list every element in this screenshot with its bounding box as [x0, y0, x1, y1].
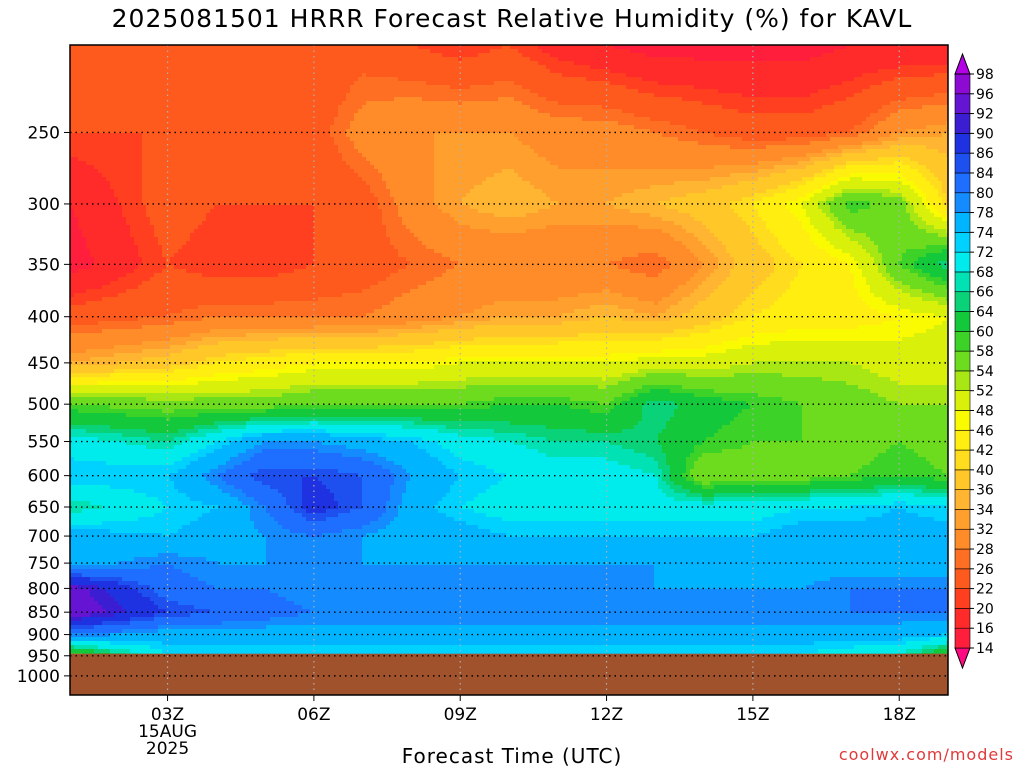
colorbar-swatch	[955, 133, 970, 153]
y-tick-label: 250	[28, 123, 60, 143]
colorbar-swatch	[955, 232, 970, 252]
colorbar-swatch	[955, 312, 970, 332]
y-axis: 250 300 350 400 450 500 550 600 650 700 750 800 850 9…	[17, 123, 70, 686]
y-tick-label: 700	[28, 527, 60, 547]
colorbar-swatch	[955, 153, 970, 173]
y-tick-label: 550	[28, 433, 60, 453]
colorbar-label: 86	[976, 146, 994, 162]
colorbar-swatch	[955, 410, 970, 430]
colorbar-label: 32	[976, 522, 994, 538]
colorbar-label: 72	[976, 245, 994, 261]
rh-contour-field	[70, 45, 951, 658]
y-tick-label: 950	[28, 647, 60, 667]
colorbar-swatch	[955, 272, 970, 292]
colorbar-label: 26	[976, 562, 994, 578]
colorbar-legend: 14 16 20 22 26 28 32 34 36 40 42 46 48 52 54 58 60 64 66 68…	[955, 54, 994, 668]
colorbar-label: 42	[976, 443, 994, 459]
x-tick-label: 18Z	[883, 705, 916, 725]
y-tick-label: 300	[28, 195, 60, 215]
y-tick-label: 900	[28, 626, 60, 646]
y-tick-label: 650	[28, 498, 60, 518]
colorbar-label: 20	[976, 601, 994, 617]
colorbar-label: 74	[976, 225, 994, 241]
colorbar-label: 84	[976, 166, 994, 182]
colorbar-swatch	[955, 74, 970, 94]
colorbar-swatch	[955, 470, 970, 490]
colorbar-swatch	[955, 173, 970, 193]
colorbar-swatch	[955, 490, 970, 510]
colorbar-label: 40	[976, 463, 994, 479]
colorbar-swatch	[955, 292, 970, 312]
colorbar-label: 16	[976, 621, 994, 637]
x-tick-label: 09Z	[444, 705, 477, 725]
colorbar-swatch	[955, 608, 970, 628]
colorbar-label: 68	[976, 265, 994, 281]
colorbar-label: 66	[976, 285, 994, 301]
colorbar-swatch	[955, 94, 970, 114]
y-tick-label: 750	[28, 554, 60, 574]
colorbar-label: 54	[976, 364, 994, 380]
below-ground-area	[70, 654, 948, 695]
y-tick-label: 500	[28, 395, 60, 415]
y-tick-label: 450	[28, 354, 60, 374]
colorbar-arrow-low	[955, 648, 970, 668]
colorbar-swatch	[955, 193, 970, 213]
colorbar-label: 90	[976, 126, 994, 142]
x-tick-label: 15Z	[736, 705, 769, 725]
colorbar-label: 98	[976, 67, 994, 83]
colorbar-swatch	[955, 114, 970, 134]
colorbar-swatch	[955, 589, 970, 609]
colorbar-label: 14	[976, 641, 994, 657]
y-tick-label: 800	[28, 579, 60, 599]
colorbar-swatch	[955, 549, 970, 569]
colorbar-swatch	[955, 509, 970, 529]
colorbar-swatch	[955, 252, 970, 272]
colorbar-label: 36	[976, 483, 994, 499]
source-credit: coolwx.com/models	[839, 745, 1014, 764]
colorbar-swatch	[955, 450, 970, 470]
colorbar-swatch	[955, 628, 970, 648]
colorbar-label: 92	[976, 107, 994, 123]
colorbar-swatch	[955, 529, 970, 549]
colorbar-label: 52	[976, 384, 994, 400]
colorbar-label: 28	[976, 542, 994, 558]
colorbar-label: 64	[976, 305, 994, 321]
colorbar-label: 22	[976, 582, 994, 598]
y-tick-label: 600	[28, 467, 60, 487]
colorbar-label: 58	[976, 344, 994, 360]
colorbar-swatch	[955, 569, 970, 589]
y-tick-label: 850	[28, 603, 60, 623]
colorbar-label: 80	[976, 186, 994, 202]
colorbar-swatch	[955, 391, 970, 411]
colorbar-label: 96	[976, 87, 994, 103]
colorbar-swatch	[955, 430, 970, 450]
colorbar-swatch	[955, 371, 970, 391]
x-tick-label: 12Z	[590, 705, 623, 725]
colorbar-label: 46	[976, 423, 994, 439]
colorbar-swatch	[955, 351, 970, 371]
y-tick-label: 1000	[17, 667, 60, 687]
y-tick-label: 400	[28, 308, 60, 328]
y-tick-label: 350	[28, 255, 60, 275]
x-tick-label: 06Z	[297, 705, 330, 725]
colorbar-swatch	[955, 331, 970, 351]
colorbar-label: 34	[976, 502, 994, 518]
colorbar-arrow-high	[955, 54, 970, 74]
colorbar-label: 60	[976, 324, 994, 340]
colorbar-swatch	[955, 213, 970, 233]
colorbar-label: 48	[976, 403, 994, 419]
colorbar-label: 78	[976, 206, 994, 222]
